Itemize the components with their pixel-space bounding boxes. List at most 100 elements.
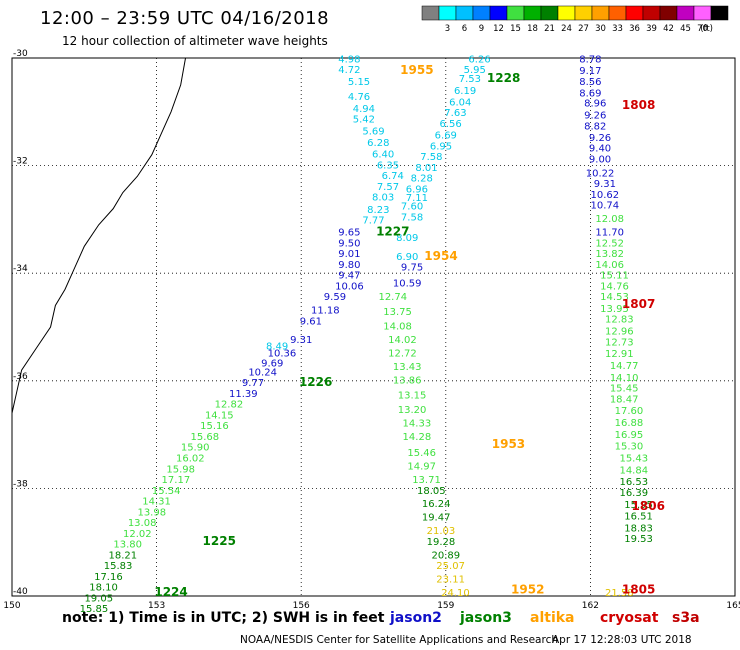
swh-value: 10.74	[591, 201, 620, 212]
swh-value: 9.26	[589, 133, 611, 144]
swh-value: 12.74	[378, 292, 407, 303]
pass-time-label: 1805	[622, 582, 655, 596]
colorbar-label: 30	[595, 24, 606, 34]
swh-value: 8.56	[579, 77, 601, 88]
color-scale-bar: 3 6 9 12 15 18 21 24 27 30 33 36 39 42 45 70(ft)	[421, 5, 729, 34]
swh-value: 15.45	[610, 384, 639, 395]
swh-value: 12.73	[605, 337, 634, 348]
swh-value: 6.69	[435, 131, 457, 142]
swh-value: 16.95	[615, 430, 644, 441]
swh-value: 16.02	[176, 454, 205, 465]
swh-value: 13.43	[393, 362, 422, 373]
swh-value: 8.01	[415, 163, 437, 174]
lat-tick-label: -32	[13, 157, 28, 167]
swh-value: 15.68	[190, 432, 219, 443]
swh-value: 15.95	[624, 500, 653, 511]
swh-value: 17.60	[615, 406, 644, 417]
swh-value: 23.11	[436, 575, 465, 586]
swh-value: 15.90	[181, 443, 210, 454]
lon-tick-label: 165	[726, 601, 740, 611]
swh-value: 13.86	[393, 375, 422, 386]
swh-value: 18.47	[610, 394, 639, 405]
note-text: note: 1) Time is in UTC; 2) SWH is in fe…	[62, 610, 385, 626]
swh-value: 6.40	[372, 150, 394, 161]
swh-value: 13.95	[600, 304, 629, 315]
swh-value: 18.10	[89, 583, 118, 594]
swh-value: 15.98	[166, 464, 195, 475]
colorbar-label: 6	[462, 24, 467, 34]
pass-time-label: 1228	[487, 71, 520, 85]
lon-tick-label: 159	[437, 601, 454, 611]
swh-value: 14.53	[600, 292, 629, 303]
swh-value: 9.01	[338, 249, 360, 260]
swh-value: 9.40	[589, 144, 611, 155]
swh-value: 12.91	[605, 349, 634, 360]
swh-value: 16.53	[619, 477, 648, 488]
colorbar-label: 70	[697, 24, 708, 34]
swh-value: 12.02	[123, 529, 152, 540]
colorbar-label: 21	[544, 24, 555, 34]
pass-time-label: 1224	[154, 585, 187, 599]
lat-tick-label: -30	[13, 49, 28, 59]
pass-time-label: 1225	[203, 534, 236, 548]
swh-value: 14.28	[403, 432, 432, 443]
swh-value: 7.53	[459, 74, 481, 85]
swh-value: 10.06	[335, 281, 364, 292]
swh-value: 9.31	[290, 335, 312, 346]
swh-value: 5.42	[353, 115, 375, 126]
map-subtitle: 12 hour collection of altimeter wave hei…	[62, 34, 328, 48]
colorbar-label: 39	[646, 24, 657, 34]
lat-tick-label: -40	[13, 587, 28, 597]
swh-value: 12.52	[595, 238, 624, 249]
pass-time-label: 1806	[632, 499, 665, 513]
pass-time-label: 1807	[622, 297, 655, 311]
pass-time-label: 1808	[622, 98, 655, 112]
swh-value: 6.19	[454, 86, 476, 97]
swh-value: 18.83	[624, 523, 653, 534]
swh-value: 12.72	[388, 349, 417, 360]
swh-value: 19.47	[422, 513, 451, 524]
swh-value: 6.26	[468, 54, 490, 65]
swh-value: 12.08	[595, 214, 624, 225]
swh-value: 9.65	[338, 228, 360, 239]
legend-s3a: s3a	[672, 610, 700, 626]
swh-value: 8.28	[411, 174, 433, 185]
swh-value: 13.08	[128, 518, 157, 529]
colorbar-label: 42	[663, 24, 674, 34]
swh-value: 5.69	[362, 126, 384, 137]
swh-value: 14.06	[595, 260, 624, 271]
swh-value: 16.24	[422, 499, 451, 510]
swh-value: 15.30	[615, 442, 644, 453]
swh-value: 14.31	[142, 497, 171, 508]
swh-value: 15.83	[104, 561, 133, 572]
legend-jason3: jason3	[460, 610, 512, 626]
swh-value: 4.76	[348, 92, 370, 103]
swh-value: 14.33	[403, 419, 432, 430]
swh-value: 6.74	[382, 171, 404, 182]
swh-value: 14.84	[619, 465, 648, 476]
map-title: 12:00 – 23:59 UTC 04/16/2018	[40, 8, 330, 29]
swh-value: 9.80	[338, 260, 360, 271]
swh-value: 9.75	[401, 263, 423, 274]
swh-value: 14.76	[600, 281, 629, 292]
colorbar-swatch	[710, 5, 729, 21]
colorbar-label: 33	[612, 24, 623, 34]
swh-value: 15.11	[600, 271, 629, 282]
credit-text: NOAA/NESDIS Center for Satellite Applica…	[240, 634, 558, 646]
swh-value: 14.02	[388, 335, 417, 346]
swh-value: 7.58	[420, 152, 442, 163]
colorbar-label: 3	[445, 24, 450, 34]
swh-value: 15.85	[80, 604, 109, 615]
swh-value: 21.03	[427, 526, 456, 537]
swh-value: 11.18	[311, 306, 340, 317]
swh-value: 13.80	[113, 540, 142, 551]
swh-value: 5.95	[464, 65, 486, 76]
swh-value: 9.61	[300, 316, 322, 327]
swh-value: 9.50	[338, 238, 360, 249]
coastline	[11, 57, 187, 451]
swh-value: 5.15	[348, 77, 370, 88]
lon-tick-label: 150	[3, 601, 20, 611]
legend-cryosat: cryosat	[600, 610, 659, 626]
swh-value: 18.21	[109, 550, 138, 561]
